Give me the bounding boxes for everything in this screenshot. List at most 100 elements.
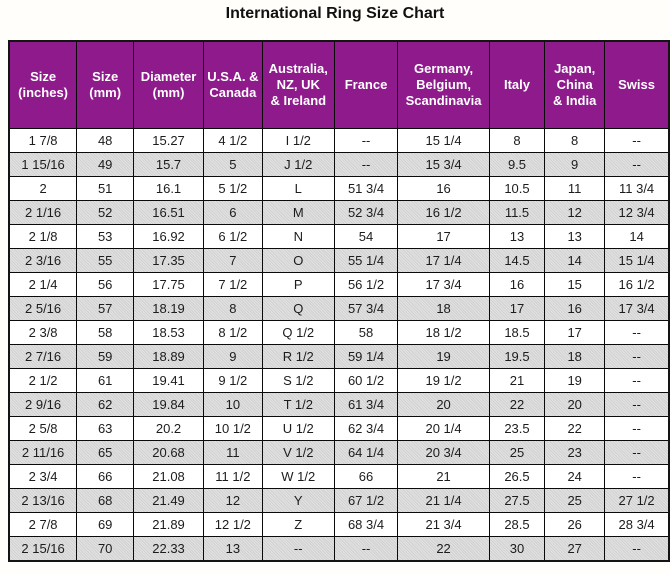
cell: 13	[488, 224, 546, 249]
cell: 52 3/4	[333, 200, 399, 225]
cell: 2 3/8	[8, 320, 78, 345]
cell: 28 3/4	[604, 512, 670, 537]
cell: 26.5	[488, 464, 546, 489]
header-row: Size (inches) Size (mm) Diameter (mm) U.S.A…	[8, 40, 670, 129]
cell: 18	[397, 296, 490, 321]
cell: 14	[544, 248, 606, 273]
cell: 10	[202, 392, 263, 417]
cell: 48	[76, 128, 135, 153]
cell: N	[261, 224, 335, 249]
cell: 21	[488, 368, 546, 393]
cell: 11 3/4	[604, 176, 670, 201]
cell: L	[261, 176, 335, 201]
cell: 28.5	[488, 512, 546, 537]
cell: J 1/2	[261, 152, 335, 177]
cell: 21.89	[133, 512, 204, 537]
cell: --	[604, 464, 670, 489]
cell: 8 1/2	[202, 320, 263, 345]
table-row: 2 7/8 69 21.89 12 1/2 Z 68 3/4 21 3/4 28.5 26 28 …	[8, 512, 670, 537]
cell: 18.19	[133, 296, 204, 321]
cell: 8	[544, 128, 606, 153]
page-title: International Ring Size Chart	[225, 5, 445, 22]
table-row: 2 1/16 52 16.51 6 M 52 3/4 16 1/2 11.5 12 12 3/4	[8, 200, 670, 225]
column-header: Italy	[488, 40, 546, 129]
cell: 54	[333, 224, 399, 249]
cell: 17 3/4	[397, 272, 490, 297]
cell: 17	[397, 224, 490, 249]
cell: 2 7/16	[8, 344, 78, 369]
table-row: 2 51 16.1 5 1/2 L 51 3/4 16 10.5 11 11 3/4	[8, 176, 670, 201]
cell: 21.49	[133, 488, 204, 513]
cell: 2 15/16	[8, 536, 78, 562]
cell: 51 3/4	[333, 176, 399, 201]
cell: --	[604, 152, 670, 177]
cell: 20 3/4	[397, 440, 490, 465]
cell: 2 9/16	[8, 392, 78, 417]
cell: 58	[333, 320, 399, 345]
table-row: 2 11/16 65 20.68 11 V 1/2 64 1/4 20 3/4 25 23 --	[8, 440, 670, 465]
cell: 22	[544, 416, 606, 441]
cell: 17 3/4	[604, 296, 670, 321]
cell: 25	[488, 440, 546, 465]
cell: 23.5	[488, 416, 546, 441]
cell: 20.68	[133, 440, 204, 465]
table-row: 2 3/16 55 17.35 7 O 55 1/4 17 1/4 14.5 14 15 1/4	[8, 248, 670, 273]
cell: 19.5	[488, 344, 546, 369]
cell: 17	[488, 296, 546, 321]
cell: 58	[76, 320, 135, 345]
cell: 9	[544, 152, 606, 177]
table-header: Size (inches) Size (mm) Diameter (mm) U.S.A…	[8, 40, 670, 129]
cell: 20	[544, 392, 606, 417]
cell: 15	[544, 272, 606, 297]
cell: 15 1/4	[604, 248, 670, 273]
column-header: Swiss	[604, 40, 670, 129]
cell: 2 1/16	[8, 200, 78, 225]
cell: 12	[544, 200, 606, 225]
cell: --	[333, 152, 399, 177]
cell: 25	[544, 488, 606, 513]
cell: 8	[202, 296, 263, 321]
cell: 2 13/16	[8, 488, 78, 513]
table-row: 2 1/2 61 19.41 9 1/2 S 1/2 60 1/2 19 1/2 21 19 --	[8, 368, 670, 393]
cell: 59 1/4	[333, 344, 399, 369]
cell: Q	[261, 296, 335, 321]
cell: 53	[76, 224, 135, 249]
cell: --	[333, 128, 399, 153]
cell: --	[333, 536, 399, 562]
cell: 2 5/16	[8, 296, 78, 321]
cell: 11	[544, 176, 606, 201]
cell: 15.7	[133, 152, 204, 177]
cell: 15 3/4	[397, 152, 490, 177]
table-row: 2 15/16 70 22.33 13 -- -- 22 30 27 --	[8, 536, 670, 562]
cell: 16	[544, 296, 606, 321]
cell: 21 1/4	[397, 488, 490, 513]
cell: I 1/2	[261, 128, 335, 153]
cell: 1 7/8	[8, 128, 78, 153]
cell: 49	[76, 152, 135, 177]
cell: 60 1/2	[333, 368, 399, 393]
cell: 63	[76, 416, 135, 441]
cell: 59	[76, 344, 135, 369]
cell: 51	[76, 176, 135, 201]
cell: 14.5	[488, 248, 546, 273]
cell: 18.89	[133, 344, 204, 369]
cell: --	[604, 440, 670, 465]
table-row: 2 7/16 59 18.89 9 R 1/2 59 1/4 19 19.5 18 --	[8, 344, 670, 369]
cell: 65	[76, 440, 135, 465]
cell: P	[261, 272, 335, 297]
table-row: 2 13/16 68 21.49 12 Y 67 1/2 21 1/4 27.5 25 27 1/…	[8, 488, 670, 513]
cell: --	[261, 536, 335, 562]
cell: 68	[76, 488, 135, 513]
cell: 17.35	[133, 248, 204, 273]
cell: 27 1/2	[604, 488, 670, 513]
cell: 56 1/2	[333, 272, 399, 297]
cell: Z	[261, 512, 335, 537]
cell: O	[261, 248, 335, 273]
table-row: 2 5/16 57 18.19 8 Q 57 3/4 18 17 16 17 3/4	[8, 296, 670, 321]
cell: 69	[76, 512, 135, 537]
cell: 20	[397, 392, 490, 417]
cell: --	[604, 320, 670, 345]
column-header: France	[333, 40, 399, 129]
cell: S 1/2	[261, 368, 335, 393]
cell: 12	[202, 488, 263, 513]
